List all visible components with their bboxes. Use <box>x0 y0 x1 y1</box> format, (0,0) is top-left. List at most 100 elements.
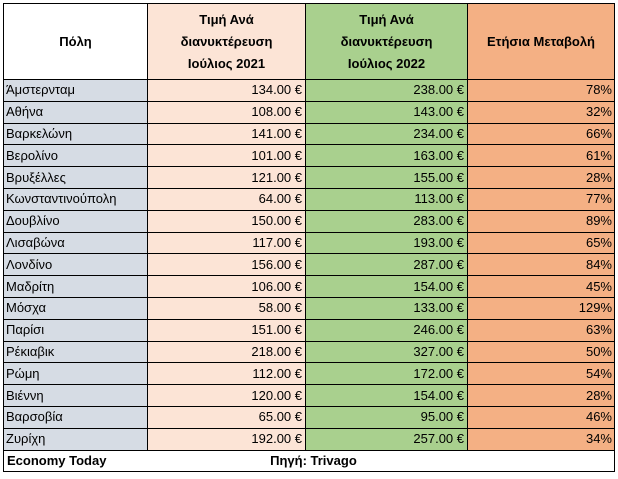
table-row: Βαρσοβία 65.00 € 95.00 € 46% <box>3 405 615 429</box>
table-row: Βιέννη 120.00 € 154.00 € 28% <box>3 384 615 407</box>
cell-price-2021[interactable]: 192.00 € <box>147 427 306 451</box>
cell-price-2021[interactable]: 150.00 € <box>147 209 306 233</box>
cell-price-2022[interactable]: 163.00 € <box>305 144 468 168</box>
cell-city[interactable]: Βρυξέλλες <box>3 166 148 189</box>
hotel-price-table: Πόλη Τιμή Ανά διανυκτέρευση Ιούλιος 2021… <box>3 3 615 473</box>
cell-price-2021[interactable]: 106.00 € <box>147 275 306 298</box>
cell-city[interactable]: Βιέννη <box>3 384 148 407</box>
cell-price-2021[interactable]: 151.00 € <box>147 318 306 342</box>
cell-city[interactable]: Άμστερνταμ <box>3 79 148 102</box>
footer-brand: Economy Today <box>7 452 107 468</box>
cell-city[interactable]: Δουβλίνο <box>3 209 148 233</box>
cell-price-2022[interactable]: 172.00 € <box>305 362 468 386</box>
cell-price-2022[interactable]: 238.00 € <box>305 79 468 102</box>
cell-price-2021[interactable]: 120.00 € <box>147 384 306 407</box>
cell-change[interactable]: 84% <box>467 253 615 277</box>
header-price-2022-line-1: Τιμή Ανά <box>359 11 414 27</box>
cell-price-2021[interactable]: 58.00 € <box>147 296 306 320</box>
cell-price-2021[interactable]: 156.00 € <box>147 253 306 277</box>
cell-price-2022[interactable]: 257.00 € <box>305 427 468 451</box>
cell-change[interactable]: 78% <box>467 79 615 102</box>
cell-city[interactable]: Ρέκιαβικ <box>3 340 148 364</box>
cell-change[interactable]: 28% <box>467 384 615 407</box>
cell-change[interactable]: 77% <box>467 187 615 211</box>
cell-price-2021[interactable]: 64.00 € <box>147 187 306 211</box>
cell-change[interactable]: 129% <box>467 296 615 320</box>
table-row: Βαρκελώνη 141.00 € 234.00 € 66% <box>3 122 615 146</box>
cell-city[interactable]: Λονδίνο <box>3 253 148 277</box>
cell-city[interactable]: Αθήνα <box>3 100 148 124</box>
table-row: Άμστερνταμ 134.00 € 238.00 € 78% <box>3 79 615 102</box>
table-row: Βερολίνο 101.00 € 163.00 € 61% <box>3 144 615 168</box>
cell-change[interactable]: 45% <box>467 275 615 298</box>
cell-price-2022[interactable]: 143.00 € <box>305 100 468 124</box>
cell-price-2022[interactable]: 154.00 € <box>305 275 468 298</box>
table-row: Κωνσταντινούπολη 64.00 € 113.00 € 77% <box>3 187 615 211</box>
header-price-2022[interactable]: Τιμή Ανά διανυκτέρευση Ιούλιος 2022 <box>305 3 468 80</box>
cell-change[interactable]: 34% <box>467 427 615 451</box>
cell-change[interactable]: 46% <box>467 405 615 429</box>
cell-city[interactable]: Παρίσι <box>3 318 148 342</box>
table-row: Λονδίνο 156.00 € 287.00 € 84% <box>3 253 615 277</box>
cell-change[interactable]: 89% <box>467 209 615 233</box>
cell-change[interactable]: 66% <box>467 122 615 146</box>
cell-city[interactable]: Ρώμη <box>3 362 148 386</box>
header-city[interactable]: Πόλη <box>3 3 148 80</box>
cell-price-2021[interactable]: 117.00 € <box>147 231 306 255</box>
table-row: Μόσχα 58.00 € 133.00 € 129% <box>3 296 615 320</box>
table-row: Δουβλίνο 150.00 € 283.00 € 89% <box>3 209 615 233</box>
cell-change[interactable]: 63% <box>467 318 615 342</box>
header-price-2021-line-1: Τιμή Ανά <box>199 11 254 27</box>
cell-price-2021[interactable]: 141.00 € <box>147 122 306 146</box>
hotel-price-sheet: Πόλη Τιμή Ανά διανυκτέρευση Ιούλιος 2021… <box>3 3 615 476</box>
cell-price-2021[interactable]: 112.00 € <box>147 362 306 386</box>
cell-change[interactable]: 32% <box>467 100 615 124</box>
cell-price-2022[interactable]: 154.00 € <box>305 384 468 407</box>
cell-city[interactable]: Βερολίνο <box>3 144 148 168</box>
cell-city[interactable]: Βαρκελώνη <box>3 122 148 146</box>
table-row: Ρώμη 112.00 € 172.00 € 54% <box>3 362 615 386</box>
cell-price-2022[interactable]: 133.00 € <box>305 296 468 320</box>
cell-price-2022[interactable]: 283.00 € <box>305 209 468 233</box>
table-row: Ζυρίχη 192.00 € 257.00 € 34% <box>3 427 615 451</box>
cell-city[interactable]: Λισαβώνα <box>3 231 148 255</box>
table-row: Λισαβώνα 117.00 € 193.00 € 65% <box>3 231 615 255</box>
cell-change[interactable]: 50% <box>467 340 615 364</box>
header-change[interactable]: Ετήσια Μεταβολή <box>467 3 615 80</box>
cell-price-2021[interactable]: 218.00 € <box>147 340 306 364</box>
cell-price-2022[interactable]: 113.00 € <box>305 187 468 211</box>
cell-price-2022[interactable]: 155.00 € <box>305 166 468 189</box>
footer-cell[interactable]: Economy Today Πηγή: Trivago <box>3 449 615 473</box>
cell-price-2022[interactable]: 95.00 € <box>305 405 468 429</box>
cell-price-2021[interactable]: 121.00 € <box>147 166 306 189</box>
header-price-2022-line-3: Ιούλιος 2022 <box>347 55 426 71</box>
header-change-label: Ετήσια Μεταβολή <box>487 33 595 49</box>
cell-price-2022[interactable]: 287.00 € <box>305 253 468 277</box>
header-price-2022-line-2: διανυκτέρευση <box>340 33 433 49</box>
cell-city[interactable]: Μαδρίτη <box>3 275 148 298</box>
cell-city[interactable]: Μόσχα <box>3 296 148 320</box>
cell-city[interactable]: Ζυρίχη <box>3 427 148 451</box>
cell-change[interactable]: 65% <box>467 231 615 255</box>
footer-row: Economy Today Πηγή: Trivago <box>3 449 615 473</box>
header-price-2021[interactable]: Τιμή Ανά διανυκτέρευση Ιούλιος 2021 <box>147 3 306 80</box>
cell-price-2021[interactable]: 134.00 € <box>147 79 306 102</box>
cell-price-2022[interactable]: 327.00 € <box>305 340 468 364</box>
table-row: Αθήνα 108.00 € 143.00 € 32% <box>3 100 615 124</box>
table-row: Παρίσι 151.00 € 246.00 € 63% <box>3 318 615 342</box>
cell-price-2021[interactable]: 101.00 € <box>147 144 306 168</box>
cell-change[interactable]: 28% <box>467 166 615 189</box>
cell-price-2021[interactable]: 65.00 € <box>147 405 306 429</box>
header-price-2021-line-3: Ιούλιος 2021 <box>187 55 266 71</box>
cell-price-2021[interactable]: 108.00 € <box>147 100 306 124</box>
cell-price-2022[interactable]: 234.00 € <box>305 122 468 146</box>
table-row: Μαδρίτη 106.00 € 154.00 € 45% <box>3 275 615 298</box>
footer-source: Πηγή: Trivago <box>270 452 357 468</box>
cell-city[interactable]: Κωνσταντινούπολη <box>3 187 148 211</box>
cell-change[interactable]: 61% <box>467 144 615 168</box>
cell-change[interactable]: 54% <box>467 362 615 386</box>
header-city-label: Πόλη <box>59 33 92 49</box>
cell-price-2022[interactable]: 193.00 € <box>305 231 468 255</box>
cell-city[interactable]: Βαρσοβία <box>3 405 148 429</box>
cell-price-2022[interactable]: 246.00 € <box>305 318 468 342</box>
